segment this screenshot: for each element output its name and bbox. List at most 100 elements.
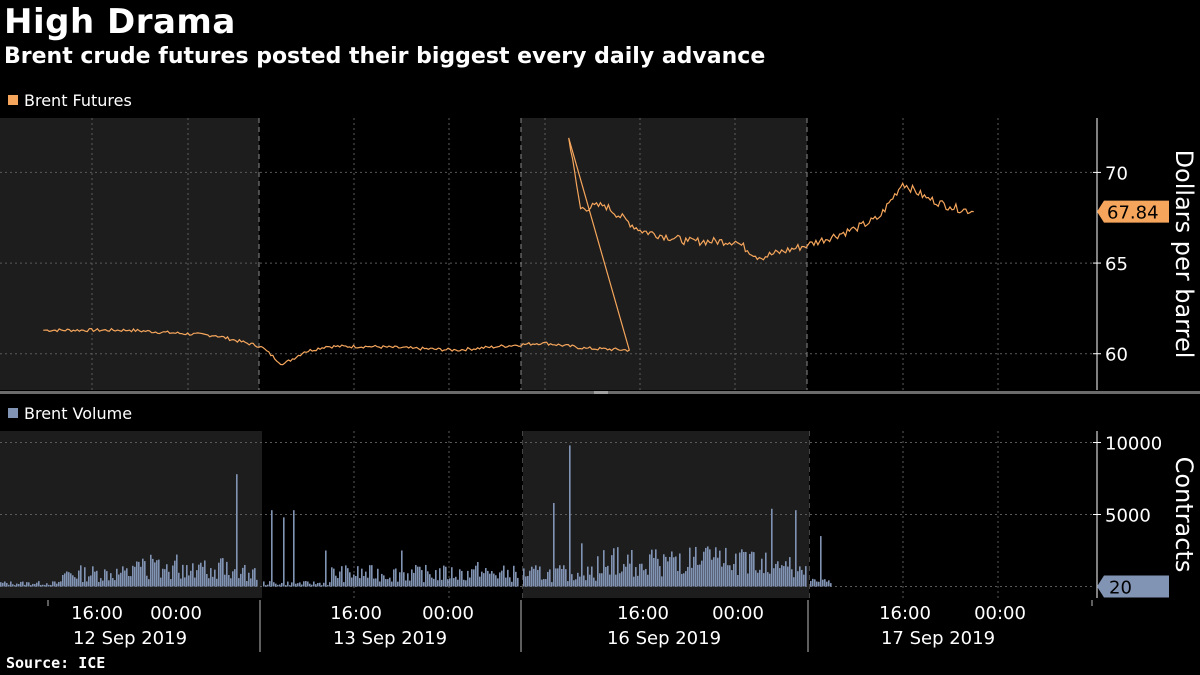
volume-bar [128,575,130,587]
volume-bar [810,580,812,587]
volume-bar [523,568,525,587]
volume-bar [663,554,665,587]
volume-bar [74,577,76,587]
vol-tick-label-5000: 5000 [1105,506,1151,527]
volume-bar [206,573,208,587]
volume-bar [719,550,721,587]
price-series-line [43,137,974,366]
volume-bar [441,579,443,587]
volume-bar [683,573,685,587]
volume-bar [46,583,48,587]
volume-bar [615,574,617,587]
volume-bar [146,575,148,587]
chart-subtitle: Brent crude futures posted their biggest… [4,44,766,69]
volume-bar [611,555,613,587]
volume-bar [565,569,567,587]
volume-bar [547,571,549,587]
volume-bar [246,581,248,587]
volume-bar [822,579,824,587]
volume-bar [659,566,661,587]
volume-bar [393,569,395,587]
volume-bar [273,582,275,587]
volume-bar [475,565,477,587]
volume-bar [435,570,437,587]
volume-bar [816,581,818,587]
volume-bar [269,581,271,587]
volume-bar [824,579,826,587]
volume-bar [100,578,102,587]
volume-bar [703,551,705,587]
volume-bar [20,581,22,587]
vol-legend-swatch [8,408,18,418]
volume-bar [88,576,90,587]
volume-bar [763,573,765,587]
volume-bar [705,547,707,587]
volume-bar [275,583,277,587]
volume-bar [423,582,425,587]
volume-bar [793,577,795,587]
volume-bar [228,575,230,587]
volume-bar [80,565,82,587]
volume-bar [593,577,595,587]
volume-bar [509,577,511,587]
session-band-12-sep [0,118,259,390]
volume-bar [232,571,234,587]
volume-bar [196,570,198,587]
volume-bar [156,560,158,587]
chart-title: High Drama [4,2,236,42]
volume-bar [166,564,168,587]
volume-bar [545,579,547,587]
volume-bar [485,568,487,587]
volume-bar [311,584,313,587]
volume-bar [333,568,335,587]
price-last-value-label: 67.84 [1107,203,1159,224]
volume-bar [635,567,637,587]
volume-bar [347,568,349,587]
volume-bar [38,581,40,587]
price-legend-label: Brent Futures [24,91,132,110]
volume-bar [515,571,517,587]
volume-bar [236,474,238,587]
volume-bar [190,570,192,587]
volume-bar [104,569,106,587]
volume-bar [164,569,166,587]
volume-bar [791,569,793,587]
volume-bar [208,578,210,587]
volume-bar [497,578,499,587]
volume-bar [383,575,385,587]
volume-bar [429,574,431,587]
volume-bar [814,579,816,587]
volume-bar [445,566,447,587]
volume-bar [629,563,631,587]
volume-bar [655,549,657,587]
volume-bar [307,581,309,587]
volume-bar [405,580,407,587]
volume-bar [94,571,96,587]
volume-bar [12,584,14,587]
volume-bar [569,445,571,587]
volume-bar [419,566,421,587]
volume-bar [301,584,303,587]
volume-bar [56,583,58,587]
volume-bar [675,556,677,587]
volume-bar [709,549,711,587]
volume-bar [539,566,541,587]
volume-bar [200,562,202,587]
volume-bar [621,571,623,587]
price-axis-title: Dollars per barrel [1170,150,1198,359]
x-session-label: 17 Sep 2019 [881,628,995,649]
volume-bar [198,564,200,587]
volume-bar [82,582,84,587]
volume-bar [595,580,597,587]
x-session-label: 16 Sep 2019 [607,628,721,649]
volume-bar [589,574,591,587]
volume-bar [240,573,242,587]
volume-bar [385,579,387,587]
volume-bar [799,566,801,587]
volume-bar [315,584,317,587]
volume-bar [623,564,625,587]
x-tick-label: 16:00 [617,603,669,624]
volume-bar [721,566,723,587]
volume-bar [92,566,94,587]
